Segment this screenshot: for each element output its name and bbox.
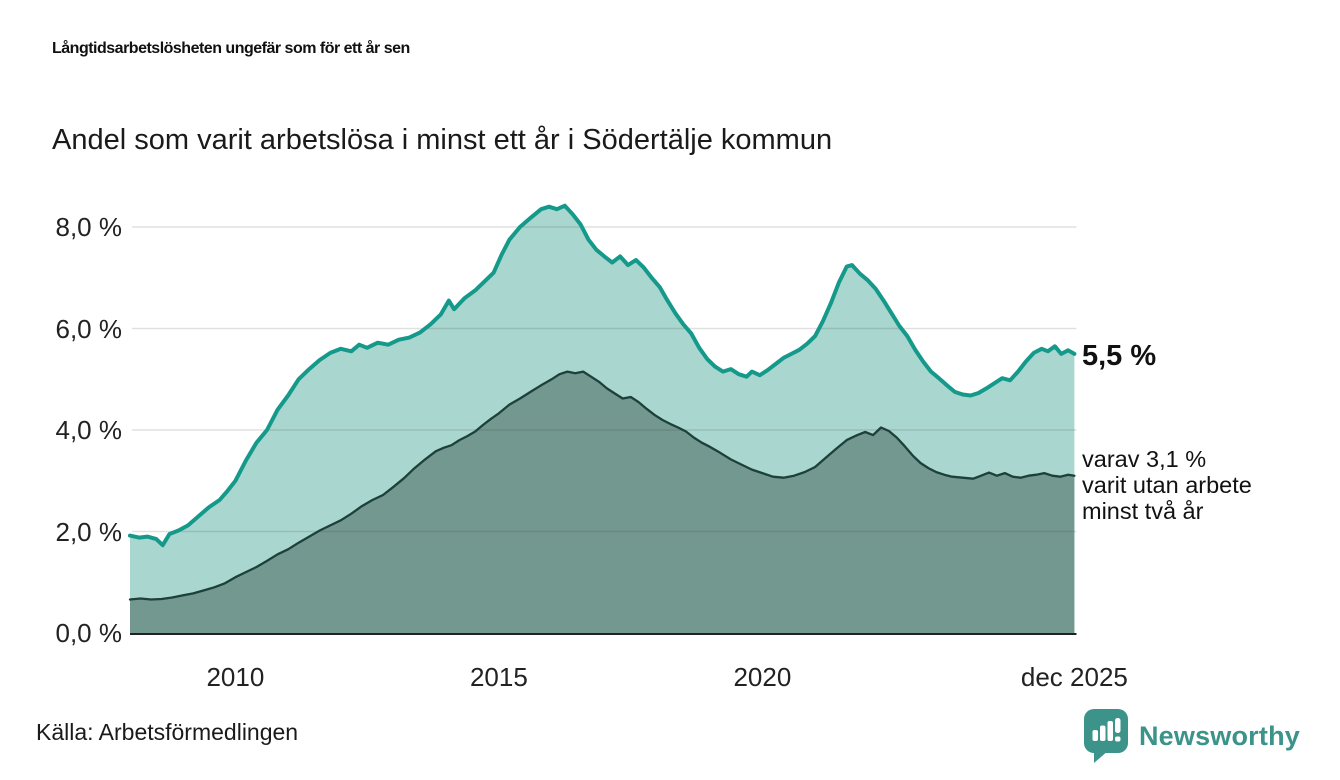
x-axis-tick-label-dec-2025: dec 2025 [1020, 662, 1128, 692]
series2-line [128, 370, 1076, 601]
x-axis-tick-label-2020: 2020 [733, 662, 792, 692]
y-axis-tick-label-0: 0,0 % [55, 618, 123, 648]
y-axis-tick-label-6: 6,0 % [55, 313, 123, 344]
page-subtitle: Andel som varit arbetslösa i minst ett å… [52, 124, 833, 156]
y-axis-tick-label-8: 8,0 % [55, 212, 123, 242]
brand-name: Newsworthy [1138, 720, 1300, 751]
series1-end-value-label: 5,5 % [1082, 340, 1157, 372]
newsworthy-chart-bubble-icon [1083, 709, 1128, 763]
series2-end-label-line3: minst två år [1082, 498, 1204, 524]
series2-area-fill [130, 371, 1075, 633]
y-axis-tick-label-4: 4,0 % [55, 415, 123, 445]
series2-end-label-line1: varav 3,1 % [1082, 446, 1207, 472]
series2-end-label-line2: varit utan arbete [1082, 472, 1252, 498]
page-title: Långtidsarbetslösheten ungefär som för e… [52, 40, 410, 57]
x-axis-tick-label-2010: 2010 [206, 662, 265, 692]
source-note: Källa: Arbetsförmedlingen [36, 719, 299, 745]
series1-line [128, 203, 1077, 548]
y-axis-tick-label-2: 2,0 % [55, 516, 123, 547]
brand-lockup: Newsworthy [1083, 708, 1300, 764]
series2-end-value-label: varav 3,1 % varit utan arbete minst två … [1082, 446, 1252, 524]
x-axis-tick-label-2015: 2015 [469, 662, 528, 692]
